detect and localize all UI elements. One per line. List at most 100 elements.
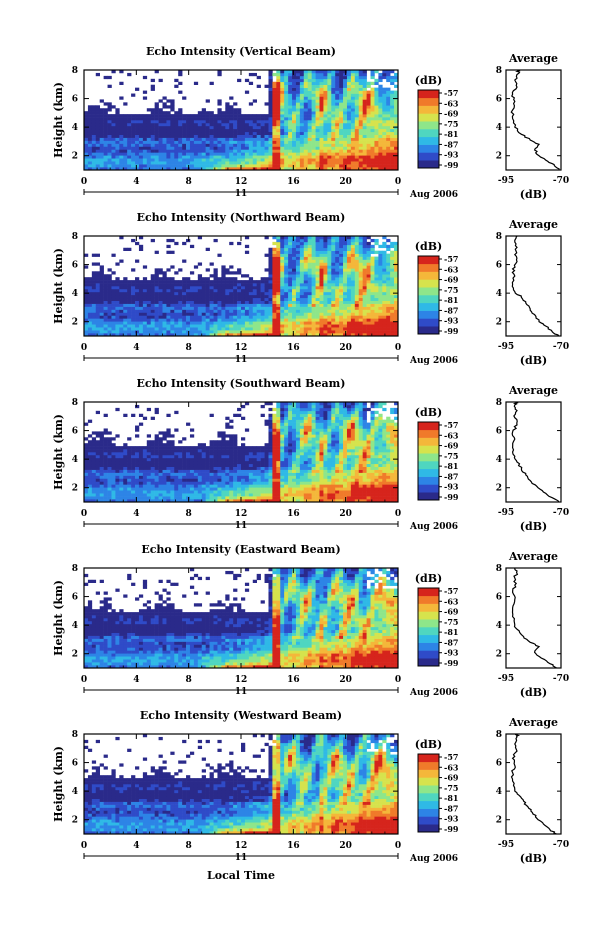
heatmap-cell: [155, 158, 159, 161]
heatmap-cell: [166, 298, 170, 301]
heatmap-cell: [159, 431, 163, 434]
heatmap-cell: [308, 99, 312, 102]
heatmap-cell: [276, 129, 280, 132]
heatmap-cell: [296, 76, 300, 79]
heatmap-cell: [108, 283, 112, 286]
heatmap-cell: [300, 307, 304, 310]
heatmap-cell: [151, 443, 155, 446]
heatmap-cell: [280, 295, 284, 298]
heatmap-cell: [84, 423, 88, 426]
heatmap-cell: [265, 298, 269, 301]
heatmap-cell: [100, 473, 104, 476]
heatmap-cell: [119, 324, 123, 327]
heatmap-cell: [170, 307, 174, 310]
heatmap-cell: [135, 452, 139, 455]
heatmap-cell: [217, 307, 221, 310]
heatmap-cell: [88, 443, 92, 446]
heatmap-cell: [268, 85, 272, 88]
heatmap-cell: [312, 280, 316, 283]
heatmap-cell: [272, 251, 276, 254]
heatmap-cell: [371, 132, 375, 135]
heatmap-cell: [382, 277, 386, 280]
heatmap-cell: [300, 96, 304, 99]
heatmap-cell: [378, 310, 382, 313]
heatmap-cell: [249, 310, 253, 313]
heatmap-cell: [296, 149, 300, 152]
heatmap-cell: [217, 295, 221, 298]
heatmap-cell: [139, 464, 143, 467]
heatmap-cell: [335, 132, 339, 135]
heatmap-cell: [170, 330, 174, 333]
heatmap-cell: [111, 324, 115, 327]
heatmap-cell: [292, 312, 296, 315]
heatmap-cell: [343, 254, 347, 257]
heatmap-cell: [217, 327, 221, 330]
heatmap-cell: [92, 146, 96, 149]
heatmap-cell: [312, 310, 316, 313]
heatmap-cell: [245, 152, 249, 155]
heatmap-cell: [327, 149, 331, 152]
heatmap-cell: [280, 245, 284, 248]
heatmap-cell: [202, 146, 206, 149]
heatmap-cell: [280, 158, 284, 161]
heatmap-cell: [351, 283, 355, 286]
heatmap-cell: [163, 164, 167, 167]
heatmap-cell: [371, 277, 375, 280]
heatmap-cell: [147, 476, 151, 479]
heatmap-cell: [217, 164, 221, 167]
heatmap-cell: [159, 120, 163, 123]
heatmap-cell: [304, 251, 308, 254]
heatmap-cell: [382, 260, 386, 263]
heatmap-cell: [280, 301, 284, 304]
heatmap-cell: [339, 257, 343, 260]
heatmap-cell: [320, 262, 324, 265]
heatmap-cell: [115, 146, 119, 149]
heatmap-cell: [108, 132, 112, 135]
heatmap-cell: [131, 286, 135, 289]
heatmap-cell: [347, 298, 351, 301]
heatmap-cell: [335, 298, 339, 301]
heatmap-cell: [174, 467, 178, 470]
heatmap-cell: [268, 310, 272, 313]
heatmap-cell: [241, 152, 245, 155]
heatmap-cell: [374, 318, 378, 321]
heatmap-cell: [339, 251, 343, 254]
heatmap-cell: [233, 111, 237, 114]
heatmap-cell: [363, 132, 367, 135]
heatmap-cell: [155, 408, 159, 411]
heatmap-cell: [155, 286, 159, 289]
heatmap-cell: [339, 73, 343, 76]
heatmap-cell: [190, 120, 194, 123]
heatmap-cell: [210, 144, 214, 147]
heatmap-cell: [292, 76, 296, 79]
heatmap-cell: [111, 146, 115, 149]
heatmap-cell: [335, 141, 339, 144]
heatmap-cell: [190, 141, 194, 144]
heatmap-cell: [288, 141, 292, 144]
colorbar-tick-label: -57: [444, 88, 458, 98]
heatmap-cell: [221, 129, 225, 132]
heatmap-cell: [374, 138, 378, 141]
heatmap-cell: [100, 324, 104, 327]
heatmap-cell: [265, 141, 269, 144]
heatmap-cell: [257, 301, 261, 304]
heatmap-cell: [265, 277, 269, 280]
heatmap-cell: [304, 138, 308, 141]
heatmap-cell: [123, 138, 127, 141]
heatmap-cell: [202, 304, 206, 307]
heatmap-cell: [135, 470, 139, 473]
heatmap-cell: [104, 307, 108, 310]
heatmap-cell: [296, 123, 300, 126]
heatmap-cell: [221, 114, 225, 117]
heatmap-cell: [143, 161, 147, 164]
heatmap-cell: [347, 108, 351, 111]
heatmap-cell: [166, 464, 170, 467]
heatmap-cell: [347, 295, 351, 298]
heatmap-cell: [335, 99, 339, 102]
heatmap-cell: [272, 96, 276, 99]
heatmap-cell: [308, 102, 312, 105]
heatmap-cell: [96, 152, 100, 155]
heatmap-cell: [331, 312, 335, 315]
heatmap-cell: [359, 292, 363, 295]
heatmap-cell: [84, 141, 88, 144]
